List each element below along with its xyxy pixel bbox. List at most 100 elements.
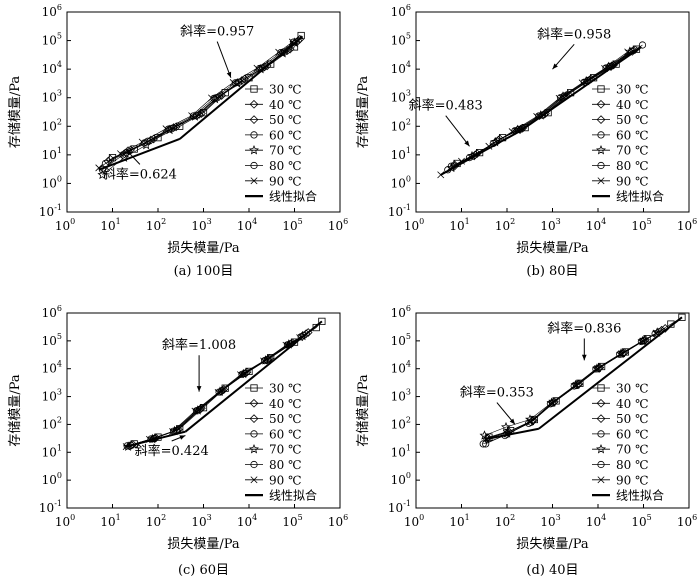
- legend-marker: [250, 430, 258, 438]
- fit-line: [486, 427, 539, 440]
- y-axis-label: 存储模量/Pa: [356, 76, 371, 149]
- panel-caption: (b) 80目: [526, 264, 578, 279]
- legend-marker: [249, 443, 259, 454]
- y-tick-label: 101: [391, 443, 411, 459]
- x-axis-label: 损失模量/Pa: [167, 241, 240, 256]
- data-point: [260, 357, 269, 365]
- data-point: [678, 313, 686, 321]
- legend-label: 70 ℃: [616, 144, 649, 158]
- legend-label: 80 ℃: [616, 159, 649, 173]
- x-tick-label: 106: [677, 217, 697, 233]
- legend-label: 线性拟合: [616, 488, 664, 503]
- legend-marker: [597, 177, 605, 185]
- legend-marker: [250, 85, 258, 93]
- legend-label: 30 ℃: [269, 83, 302, 97]
- x-axis-label: 损失模量/Pa: [516, 241, 589, 256]
- legend-label: 50 ℃: [269, 113, 302, 127]
- legend-label: 线性拟合: [269, 189, 317, 204]
- legend-label: 80 ℃: [269, 159, 302, 173]
- legend-marker: [249, 144, 259, 155]
- x-tick-label: 104: [237, 217, 257, 233]
- data-point: [592, 365, 600, 373]
- data-point: [500, 421, 511, 432]
- x-tick-label: 106: [328, 217, 348, 233]
- x-axis-label: 损失模量/Pa: [167, 537, 240, 552]
- y-tick-label: 10-1: [39, 203, 62, 219]
- y-tick-label: 104: [42, 360, 62, 376]
- y-tick-label: 101: [42, 146, 62, 162]
- y-tick-label: 104: [391, 60, 411, 76]
- legend-marker: [596, 144, 606, 155]
- data-point: [189, 112, 198, 120]
- y-axis-label: 存储模量/Pa: [8, 76, 23, 149]
- data-point: [581, 75, 592, 86]
- data-point: [594, 365, 602, 373]
- slope-annotation: 斜率=0.957: [180, 24, 254, 40]
- legend-label: 90 ℃: [616, 174, 649, 188]
- y-tick-label: 105: [42, 332, 62, 348]
- x-tick-label: 106: [677, 513, 697, 529]
- data-point: [97, 169, 108, 180]
- data-point: [283, 339, 294, 349]
- slope-annotation: 斜率=0.624: [103, 166, 177, 182]
- data-point: [217, 91, 226, 100]
- data-point: [197, 109, 206, 118]
- data-point: [260, 357, 268, 365]
- legend-label: 40 ℃: [269, 98, 302, 112]
- legend-marker: [250, 460, 258, 469]
- x-tick-label: 103: [540, 513, 560, 529]
- legend-label: 90 ℃: [269, 473, 302, 487]
- legend-label: 50 ℃: [269, 412, 302, 426]
- slope-annotation: 斜率=0.353: [460, 385, 534, 401]
- data-point: [318, 317, 326, 325]
- data-point: [238, 368, 249, 379]
- legend-label: 40 ℃: [616, 397, 649, 411]
- x-tick-label: 101: [449, 513, 469, 529]
- data-point: [548, 399, 556, 407]
- y-tick-label: 102: [391, 415, 411, 431]
- y-tick-label: 103: [42, 388, 62, 404]
- legend-marker: [249, 398, 259, 408]
- slope-annotation: 斜率=0.483: [409, 98, 483, 114]
- series-line: [98, 41, 293, 169]
- x-tick-label: 101: [100, 513, 120, 529]
- slope-annotation: 斜率=0.424: [135, 443, 209, 459]
- data-point: [238, 370, 246, 378]
- annotation-arrow: [445, 115, 470, 147]
- legend-marker: [250, 161, 258, 170]
- legend-marker: [250, 177, 258, 185]
- data-point: [215, 388, 223, 396]
- legend-label: 30 ℃: [616, 382, 649, 396]
- data-point: [618, 350, 626, 358]
- y-tick-label: 106: [42, 304, 62, 320]
- arrow-head: [552, 63, 558, 70]
- data-point: [240, 74, 249, 84]
- slope-annotation: 斜率=0.958: [537, 26, 611, 42]
- legend-label: 90 ℃: [616, 473, 649, 487]
- y-tick-label: 10-1: [388, 203, 411, 219]
- data-point: [237, 371, 244, 379]
- fit-line: [538, 316, 683, 430]
- x-tick-label: 104: [586, 217, 606, 233]
- x-tick-label: 103: [191, 513, 211, 529]
- data-point: [570, 382, 578, 390]
- fit-line: [179, 35, 304, 140]
- legend-label: 30 ℃: [616, 83, 649, 97]
- slope-annotation: 斜率=1.008: [162, 337, 236, 353]
- y-axis-label: 存储模量/Pa: [356, 374, 371, 447]
- fit-line: [98, 138, 181, 171]
- data-point: [282, 341, 290, 349]
- annotation-arrow: [216, 41, 232, 78]
- data-point: [192, 407, 201, 415]
- legend-label: 90 ℃: [269, 174, 302, 188]
- x-tick-label: 102: [146, 513, 166, 529]
- data-point: [253, 64, 261, 72]
- y-tick-label: 102: [42, 117, 62, 133]
- legend-marker: [597, 476, 605, 484]
